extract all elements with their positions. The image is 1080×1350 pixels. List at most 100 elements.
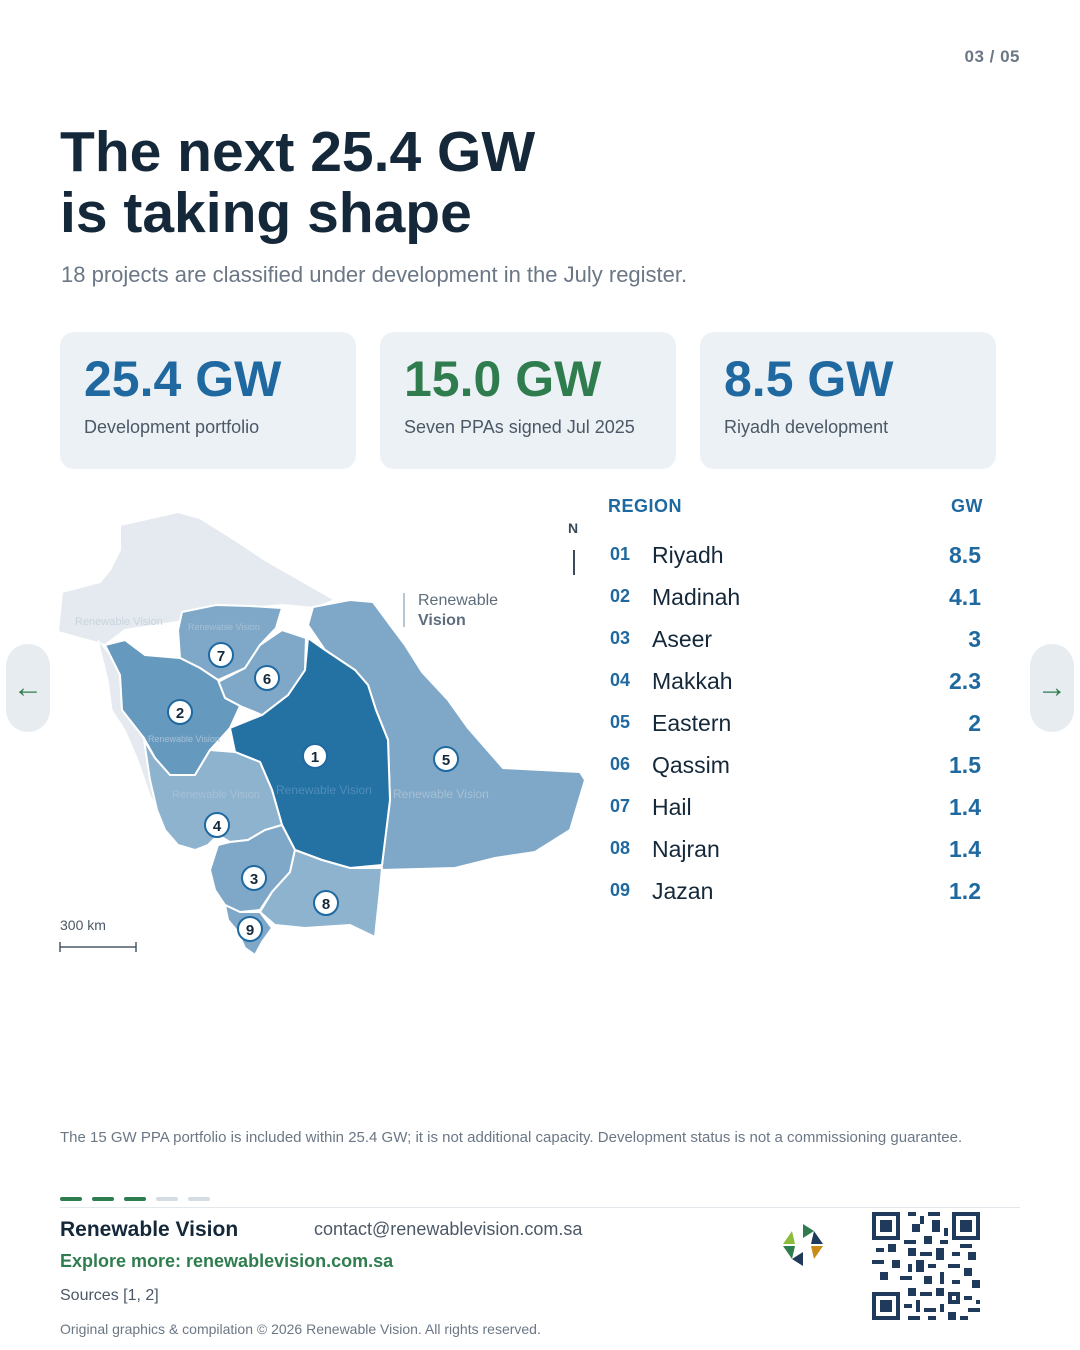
- marker-label: 8: [322, 896, 330, 913]
- table-row: 08 Najran 1.4: [608, 824, 983, 866]
- row-region: Madinah: [652, 584, 741, 610]
- title-line-2: is taking shape: [60, 181, 472, 245]
- page-title: The next 25.4 GW is taking shape: [60, 122, 535, 244]
- map-watermark-line2: Vision: [418, 612, 466, 629]
- map-marker-7: 7: [208, 642, 234, 668]
- row-gw: 1.5: [949, 752, 981, 778]
- scale-bar: [59, 942, 137, 952]
- table-row: 01 Riyadh 8.5: [608, 530, 983, 572]
- page-number: 03 / 05: [964, 47, 1020, 66]
- table-row: 02 Madinah 4.1: [608, 572, 983, 614]
- map-marker-5: 5: [433, 746, 459, 772]
- map-marker-3: 3: [241, 865, 267, 891]
- map-watermark-region: Renewable Vision: [393, 787, 489, 801]
- row-index: 01: [610, 544, 631, 564]
- table-row: 07 Hail 1.4: [608, 782, 983, 824]
- slide-progress: [60, 1197, 210, 1201]
- footer-sources: Sources [1, 2]: [60, 1287, 159, 1304]
- table-row: 04 Makkah 2.3: [608, 656, 983, 698]
- table-row: 09 Jazan 1.2: [608, 866, 983, 908]
- table-row: 05 Eastern 2: [608, 698, 983, 740]
- row-gw: 2.3: [949, 668, 981, 694]
- arrow-left-icon: ←: [13, 671, 43, 704]
- footer-divider: [60, 1207, 1020, 1208]
- header-gw: GW: [951, 496, 983, 516]
- stat-value: 25.4 GW: [84, 351, 282, 407]
- marker-label: 1: [311, 749, 319, 766]
- page-subtitle: 18 projects are classified under develop…: [61, 262, 688, 287]
- stat-label: Seven PPAs signed Jul 2025: [404, 417, 635, 437]
- footer-email-link[interactable]: contact@renewablevision.com.sa: [314, 1219, 583, 1239]
- row-gw: 3: [968, 626, 981, 652]
- footer-brand: Renewable Vision: [60, 1218, 239, 1241]
- region-table: REGION GW 01 Riyadh 8.5 02 Madinah 4.1 03 Ase…: [608, 496, 983, 908]
- marker-label: 5: [442, 752, 450, 769]
- table-header: REGION GW: [608, 496, 983, 530]
- next-slide-button[interactable]: →: [1030, 644, 1074, 732]
- table-row: 03 Aseer 3: [608, 614, 983, 656]
- row-region: Eastern: [652, 710, 732, 736]
- north-label: N: [568, 520, 578, 536]
- row-region: Najran: [652, 836, 720, 862]
- row-gw: 4.1: [949, 584, 981, 610]
- row-gw: 2: [968, 710, 981, 736]
- marker-label: 4: [213, 818, 222, 835]
- row-index: 08: [610, 838, 631, 858]
- map-marker-1: 1: [302, 743, 328, 769]
- progress-dot: [188, 1197, 210, 1201]
- row-region: Riyadh: [652, 542, 724, 568]
- map-watermark-region: Renewable Vision: [75, 616, 163, 628]
- row-gw: 1.4: [949, 836, 981, 862]
- stat-card-ppas: 15.0 GW Seven PPAs signed Jul 2025: [380, 332, 676, 469]
- progress-dot: [92, 1197, 114, 1201]
- stat-value: 15.0 GW: [404, 351, 602, 407]
- footer-website-link[interactable]: Explore more: renewablevision.com.sa: [60, 1251, 394, 1271]
- stat-label: Riyadh development: [724, 417, 889, 437]
- row-index: 05: [610, 712, 631, 732]
- map-marker-6: 6: [254, 665, 280, 691]
- region-map: Renewable Vision Renewable Vision Renewa…: [50, 500, 600, 970]
- row-region: Qassim: [652, 752, 730, 778]
- row-region: Jazan: [652, 878, 714, 904]
- stat-card-development: 25.4 GW Development portfolio: [60, 332, 356, 469]
- footer-copyright: Original graphics & compilation © 2026 R…: [60, 1321, 541, 1337]
- row-index: 09: [610, 880, 631, 900]
- row-gw: 1.2: [949, 878, 981, 904]
- row-gw: 8.5: [949, 542, 981, 568]
- row-index: 06: [610, 754, 631, 774]
- row-region: Hail: [652, 794, 692, 820]
- saudi-map-svg: Renewable Vision Renewable Vision Renewa…: [56, 510, 587, 957]
- scale-label: 300 km: [60, 917, 106, 933]
- row-index: 03: [610, 628, 631, 648]
- row-region: Aseer: [652, 626, 713, 652]
- map-watermark-line1: Renewable: [418, 592, 498, 609]
- map-watermark-region: Renewable Vision: [188, 622, 260, 632]
- marker-label: 6: [263, 671, 271, 688]
- map-marker-9: 9: [237, 916, 263, 942]
- title-line-1: The next 25.4 GW: [60, 120, 536, 184]
- stat-label: Development portfolio: [84, 417, 260, 437]
- marker-label: 3: [250, 871, 258, 888]
- map-watermark-region: Renewable Vision: [276, 783, 372, 797]
- row-index: 04: [610, 670, 631, 690]
- progress-dot: [156, 1197, 178, 1201]
- header-region: REGION: [608, 496, 683, 516]
- map-marker-8: 8: [313, 890, 339, 916]
- table-row: 06 Qassim 1.5: [608, 740, 983, 782]
- row-index: 02: [610, 586, 631, 606]
- qr-code-icon: [872, 1212, 980, 1320]
- map-watermark-region: Renewable Vision: [148, 734, 220, 744]
- map-marker-2: 2: [167, 699, 193, 725]
- row-index: 07: [610, 796, 631, 816]
- stat-card-riyadh: 8.5 GW Riyadh development: [700, 332, 996, 469]
- marker-label: 9: [246, 922, 254, 939]
- arrow-right-icon: →: [1037, 671, 1067, 704]
- prev-slide-button[interactable]: ←: [6, 644, 50, 732]
- progress-dot: [124, 1197, 146, 1201]
- marker-label: 2: [176, 705, 184, 722]
- marker-label: 7: [217, 648, 225, 665]
- brand-logo-icon: [783, 1224, 823, 1266]
- row-region: Makkah: [652, 668, 733, 694]
- footnote: The 15 GW PPA portfolio is included with…: [60, 1129, 963, 1146]
- stat-value: 8.5 GW: [724, 351, 894, 407]
